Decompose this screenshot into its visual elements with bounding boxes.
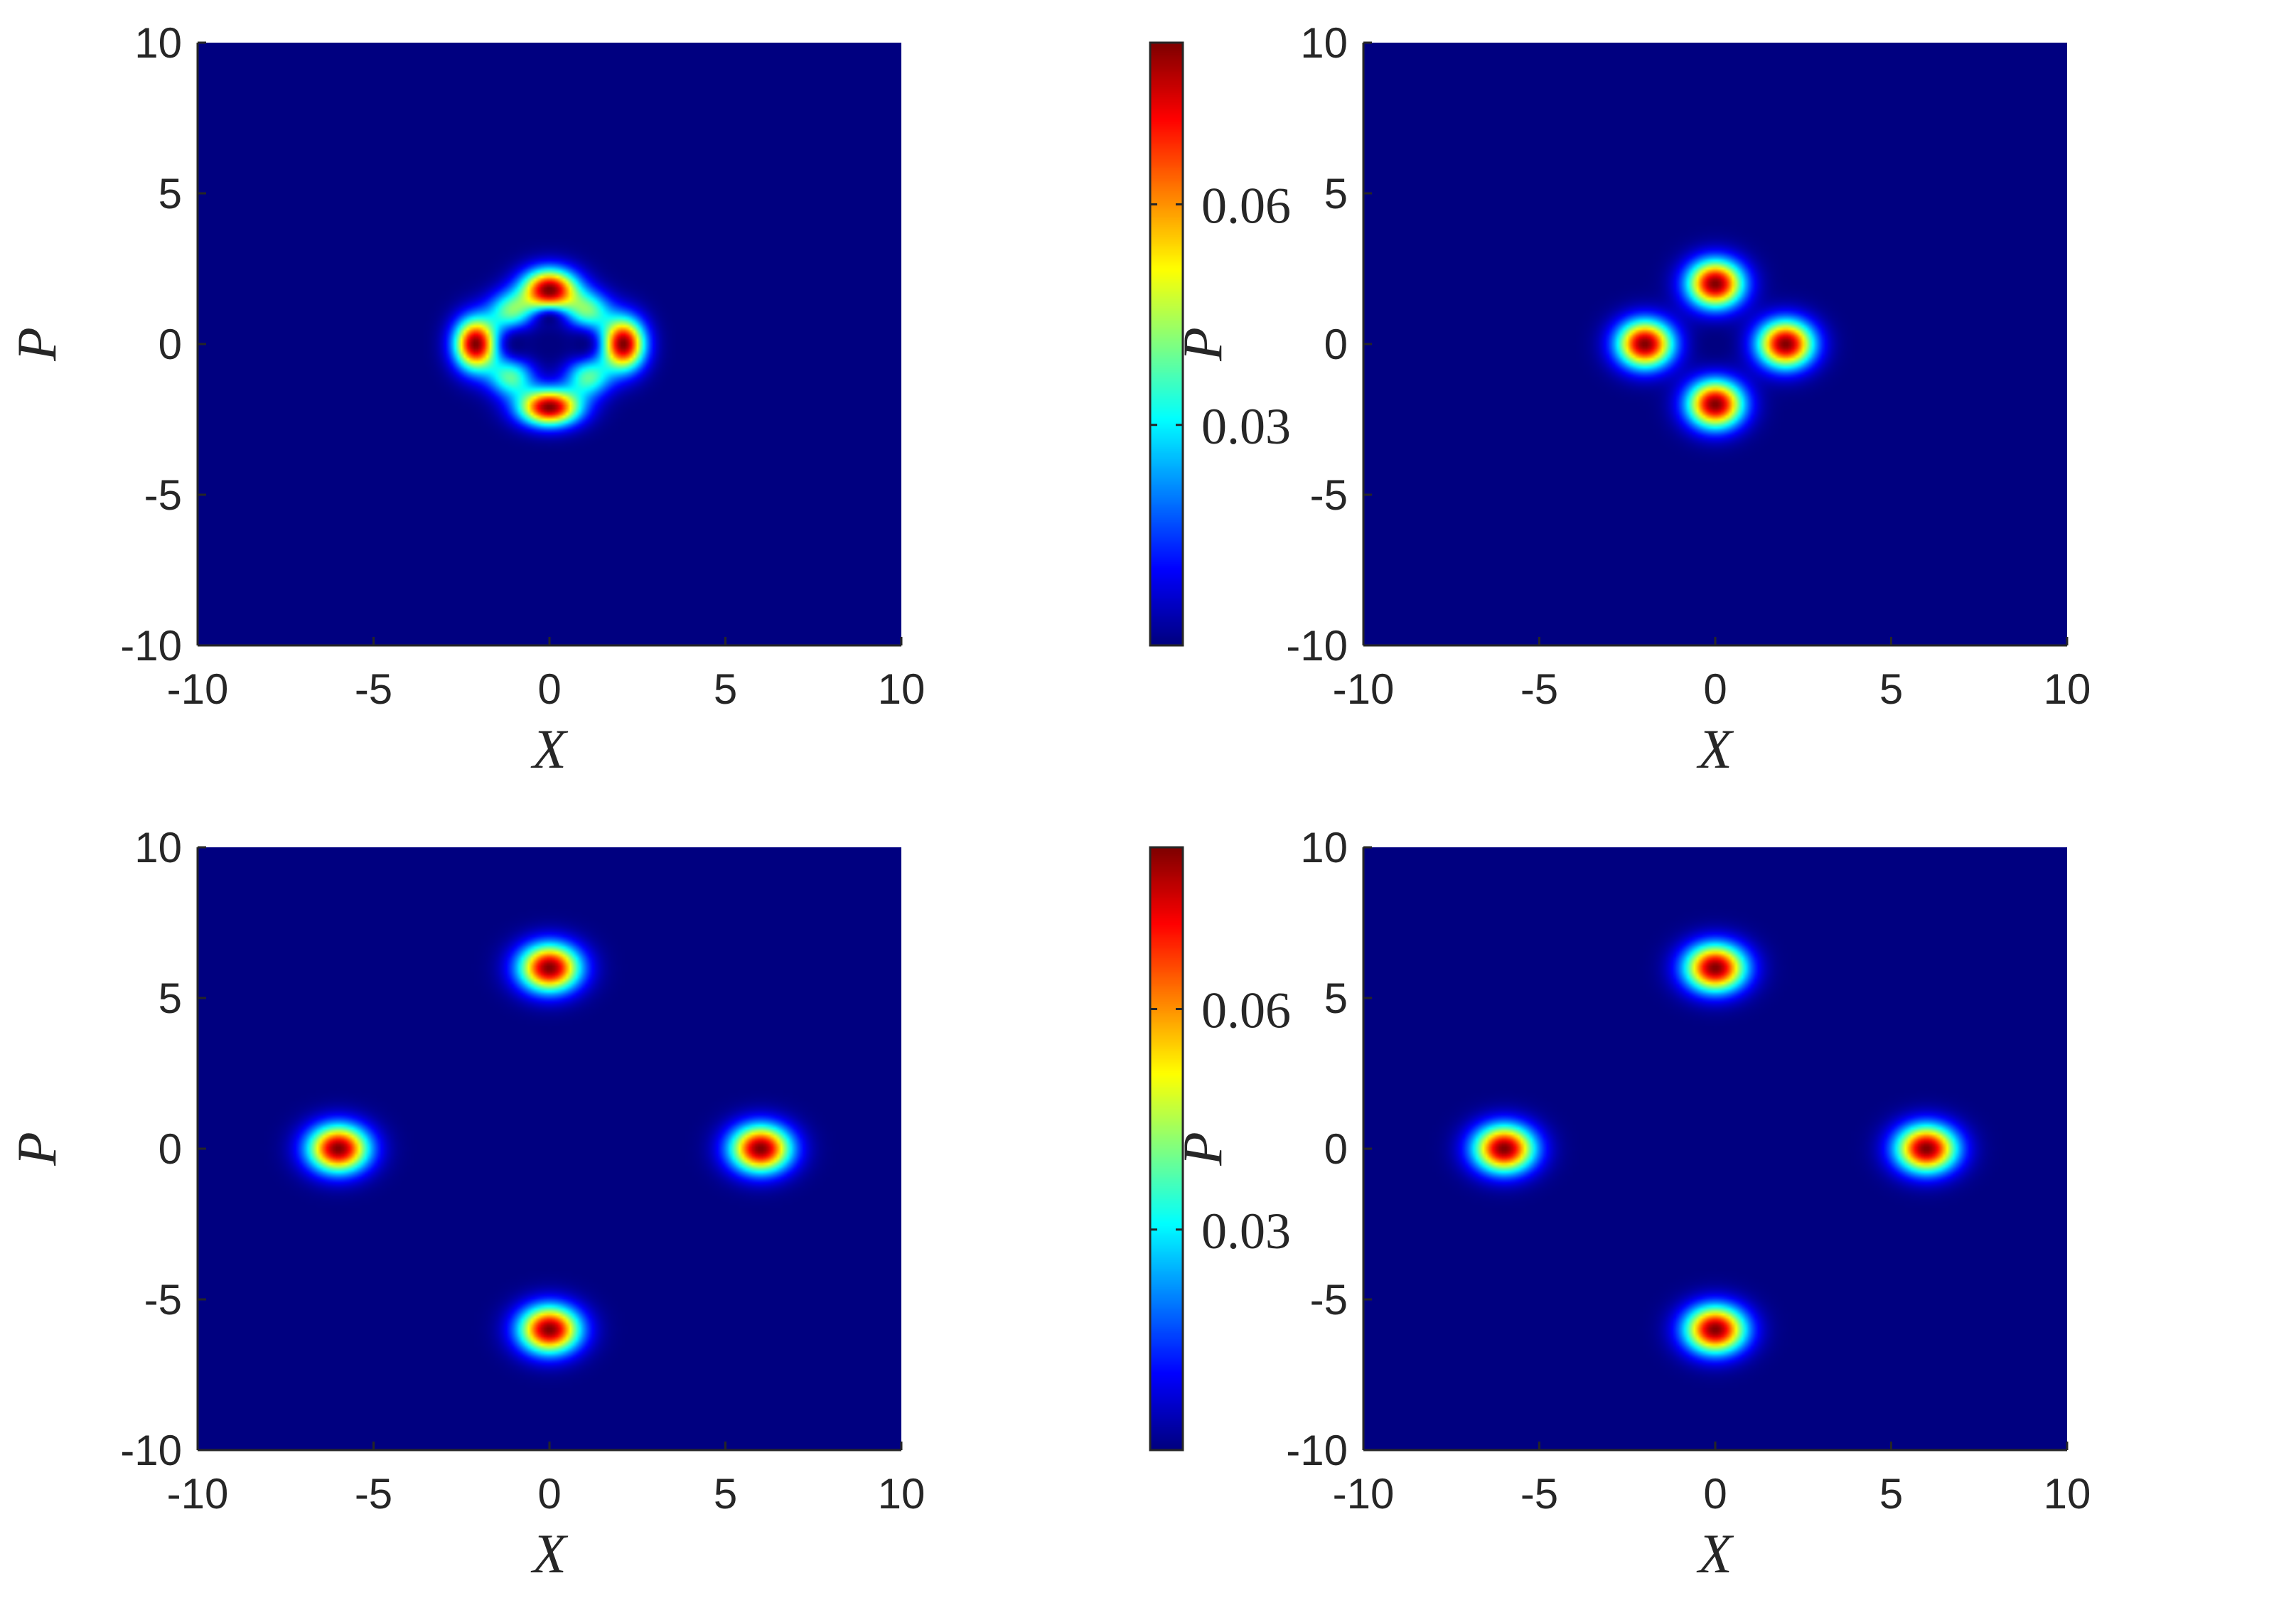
x-tick-label: 5 [1879,1470,1903,1518]
colorbar-gradient [1150,43,1183,645]
heatmap-image [1363,847,2067,1450]
y-tick-label: 10 [1300,824,1348,871]
x-tick-label: 10 [2044,1470,2091,1518]
colorbar-gradient [1150,847,1183,1450]
colorbar-frame [1149,41,1184,647]
x-tick-label: 5 [714,1470,737,1518]
y-tick-label: 5 [159,975,182,1022]
y-tick-label: -5 [1310,471,1348,519]
x-tick-label: -10 [1333,665,1395,713]
y-axis-label: P [6,327,68,362]
y-tick-label: 0 [159,1125,182,1173]
colorbar-tick-label: 0.06 [1201,982,1291,1039]
chart-panel-4: -10 -5 0 5 10 -10 -5 0 5 10 X P 0.03 0.06 [1171,824,2091,1584]
x-axis-label: X [530,718,569,780]
x-tick-label: 5 [1879,665,1903,713]
x-tick-label: 10 [878,665,926,713]
y-tick-label: 10 [134,19,182,67]
colorbar-tick-label: 0.03 [1201,398,1291,455]
x-tick-label: 0 [537,1470,561,1518]
heatmap-image [1363,43,2067,645]
x-tick-label: -5 [1520,665,1558,713]
y-tick-label: 0 [159,321,182,368]
x-tick-label: 0 [537,665,561,713]
y-tick-label: -10 [120,622,182,670]
y-tick-label: 0 [1324,1125,1348,1173]
y-tick-label: -5 [1310,1276,1348,1324]
y-tick-label: 5 [159,170,182,218]
y-tick-label: -5 [144,1276,182,1324]
y-axis-label: P [6,1132,68,1166]
x-axis-label: X [1696,718,1734,780]
colorbar-frame [1149,846,1184,1452]
x-tick-label: -10 [1333,1470,1395,1518]
x-tick-label: -5 [355,1470,392,1518]
x-axis-label: X [1696,1523,1734,1584]
y-tick-label: -10 [1286,1427,1348,1474]
colorbar-tick-label: 0.03 [1201,1203,1291,1260]
heatmap-image [198,43,901,645]
x-tick-label: -10 [167,1470,229,1518]
x-tick-label: 5 [714,665,737,713]
y-tick-label: 5 [1324,170,1348,218]
x-tick-label: 0 [1703,1470,1727,1518]
y-tick-label: -5 [144,471,182,519]
y-tick-label: -10 [120,1427,182,1474]
chart-panel-2: -10 -5 0 5 10 -10 -5 0 5 10 X P 0.03 0.06 [1171,19,2091,780]
x-tick-label: -10 [167,665,229,713]
y-tick-label: 0 [1324,321,1348,368]
x-tick-label: 0 [1703,665,1727,713]
y-tick-label: 5 [1324,975,1348,1022]
y-axis-label: P [1171,327,1233,362]
x-tick-label: 10 [878,1470,926,1518]
x-tick-label: 10 [2044,665,2091,713]
y-tick-label: 10 [134,824,182,871]
colorbar-tick-label: 0.06 [1201,178,1291,235]
y-tick-label: 10 [1300,19,1348,67]
y-axis-label: P [1171,1132,1233,1166]
x-axis-label: X [530,1523,569,1584]
y-tick-label: -10 [1286,622,1348,670]
chart-panel-1: -10 -5 0 5 10 -10 -5 0 5 10 X P 0.03 0.06 [6,19,1291,780]
x-tick-label: -5 [1520,1470,1558,1518]
heatmap-image [198,847,901,1450]
chart-panel-3: -10 -5 0 5 10 -10 -5 0 5 10 X P 0.03 0.06 [6,824,1291,1584]
x-tick-label: -5 [355,665,392,713]
